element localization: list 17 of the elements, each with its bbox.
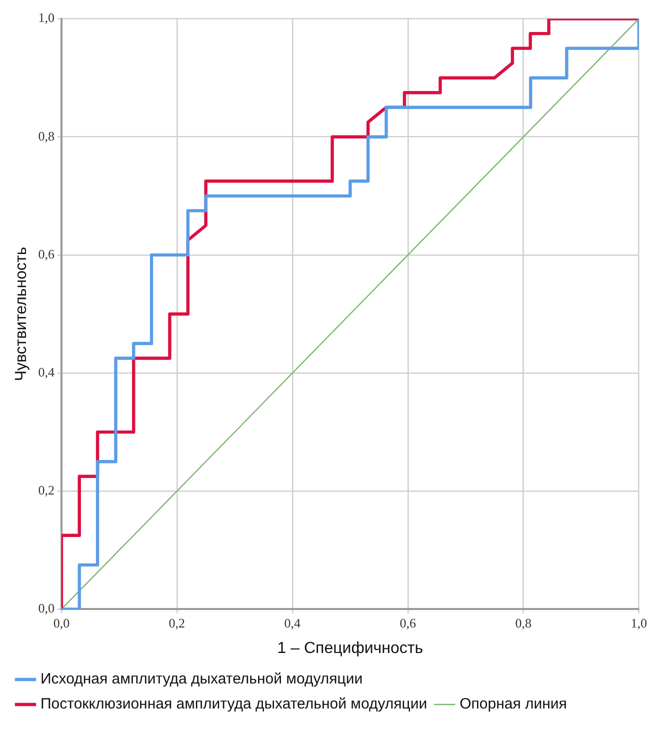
x-tick-label: 0,4 [284,615,302,630]
y-tick-label: 1,0 [38,10,54,26]
y-tick-label: 0,6 [38,246,55,262]
x-tick-label: 0,2 [168,615,186,630]
x-tick-label: 0,0 [53,615,70,630]
y-tick-label: 0,4 [38,364,55,380]
x-tick-label: 0,8 [515,615,532,630]
x-tick-label: 0,6 [400,615,417,630]
legend-label: Опорная линия [460,696,567,713]
legend-label: Постокклюзионная амплитуда дыхательной модуляции [40,696,428,713]
y-tick-label: 0,8 [38,128,54,144]
y-axis-title: Чувствительность [13,246,30,382]
x-axis-title: 1 – Специфичность [277,640,424,657]
y-tick-label: 0,0 [38,600,54,616]
x-tick-label: 1,0 [630,615,647,630]
y-tick-label: 0,2 [38,482,54,498]
legend-label: Исходная амплитуда дыхательной модуляции [40,670,363,688]
